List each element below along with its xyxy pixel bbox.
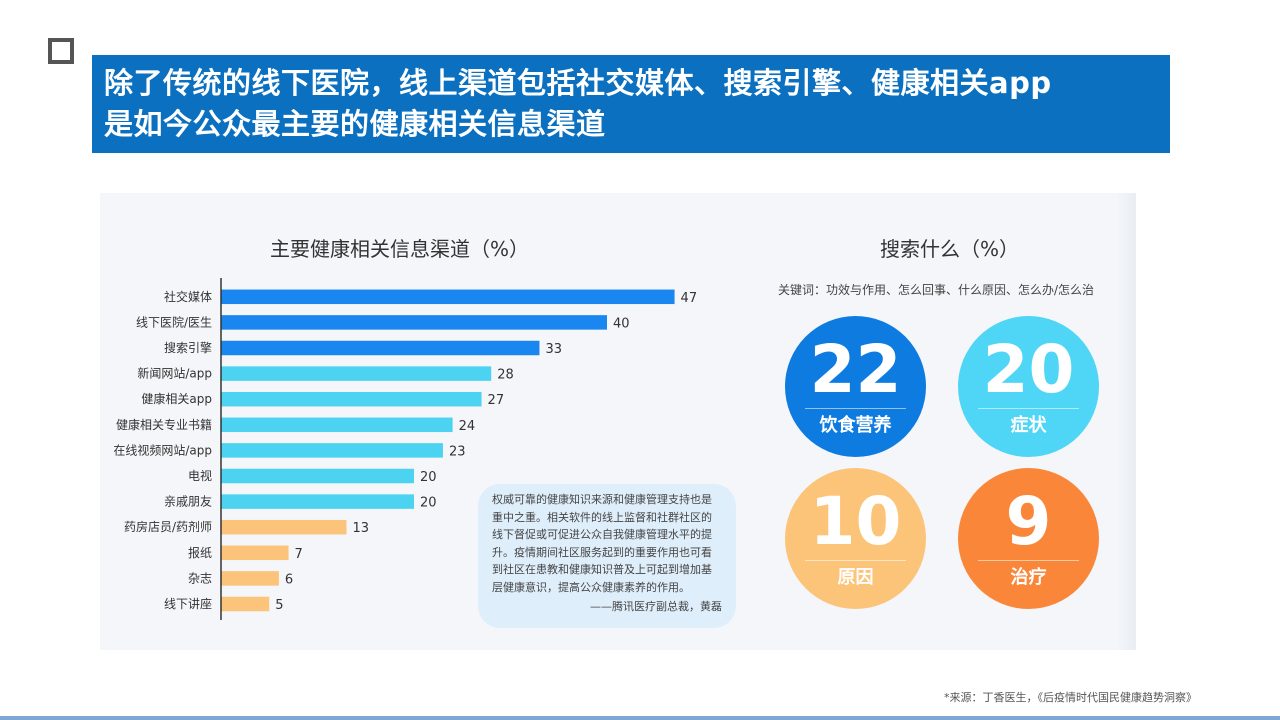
category-label: 搜索引擎 xyxy=(164,340,212,355)
circle-divider xyxy=(805,408,906,409)
bar xyxy=(221,315,607,330)
circle-diet-nutrition: 22 饮食营养 xyxy=(785,316,926,457)
category-label: 电视 xyxy=(188,468,212,483)
title-banner: 除了传统的线下医院，线上渠道包括社交媒体、搜索引擎、健康相关app 是如今公众最… xyxy=(92,55,1170,153)
category-label: 亲戚朋友 xyxy=(164,495,212,509)
value-label: 33 xyxy=(545,342,562,357)
bottom-rule xyxy=(0,716,1280,720)
bar xyxy=(221,443,443,458)
bar xyxy=(221,494,414,509)
chart-title: 主要健康相关信息渠道（%） xyxy=(270,237,530,261)
value-label: 6 xyxy=(285,572,293,587)
category-label: 新闻网站/app xyxy=(137,366,212,381)
category-label: 社交媒体 xyxy=(164,289,212,304)
circle-causes: 10 原因 xyxy=(785,468,926,609)
quote-box: 权威可靠的健康知识来源和健康管理支持也是重中之重。相关软件的线上监督和社群社区的… xyxy=(478,484,736,628)
bar xyxy=(221,417,453,433)
bar xyxy=(221,571,279,586)
value-label: 5 xyxy=(275,598,283,613)
bar xyxy=(221,468,414,484)
quote-attribution: ——腾讯医疗副总裁，黄磊 xyxy=(590,599,722,613)
value-label: 28 xyxy=(497,368,514,383)
circle-treatment: 9 治疗 xyxy=(958,468,1099,609)
circle-value: 10 xyxy=(809,483,902,560)
circle-divider xyxy=(978,560,1079,561)
panel-shadow xyxy=(1116,193,1136,650)
category-label: 线下讲座 xyxy=(164,596,212,611)
value-label: 40 xyxy=(613,316,630,331)
category-label: 健康相关app xyxy=(141,391,212,406)
category-label: 线下医院/医生 xyxy=(136,315,212,329)
bar xyxy=(221,545,289,561)
bar xyxy=(221,289,675,305)
bar xyxy=(221,596,270,612)
bar xyxy=(221,366,492,381)
title-line-2: 是如今公众最主要的健康相关信息渠道 xyxy=(104,107,606,141)
title-line-1: 除了传统的线下医院，线上渠道包括社交媒体、搜索引擎、健康相关app xyxy=(104,66,1052,100)
value-label: 7 xyxy=(295,547,303,562)
circle-value: 22 xyxy=(809,331,902,408)
circle-value: 9 xyxy=(1005,483,1052,560)
bar xyxy=(221,340,540,356)
circle-divider xyxy=(978,408,1079,409)
circle-divider xyxy=(805,560,906,561)
category-label: 在线视频网站/app xyxy=(113,442,212,457)
search-title: 搜索什么（%） xyxy=(880,237,1020,261)
category-label: 健康相关专业书籍 xyxy=(116,417,212,432)
search-keywords: 关键词：功效与作用、怎么回事、什么原因、怎么办/怎么治 xyxy=(778,283,1095,297)
bar xyxy=(221,519,347,535)
circle-symptoms: 20 症状 xyxy=(958,316,1099,457)
circle-label: 症状 xyxy=(1010,415,1047,436)
circle-label: 原因 xyxy=(837,567,874,588)
quote-text: 权威可靠的健康知识来源和健康管理支持也是重中之重。相关软件的线上监督和社群社区的… xyxy=(492,493,712,594)
value-label: 27 xyxy=(488,393,505,408)
circle-label: 治疗 xyxy=(1010,567,1047,588)
source-note: *来源：丁香医生，《后疫情时代国民健康趋势洞察》 xyxy=(944,691,1197,704)
value-label: 23 xyxy=(449,444,466,459)
circle-value: 20 xyxy=(982,331,1075,408)
category-label: 报纸 xyxy=(188,545,212,560)
bar xyxy=(221,391,482,407)
value-label: 47 xyxy=(681,291,698,306)
circle-label: 饮食营养 xyxy=(819,415,892,436)
category-label: 药房店员/药剂师 xyxy=(124,519,212,534)
value-label: 20 xyxy=(420,470,437,485)
corner-square-icon xyxy=(48,38,74,64)
value-label: 20 xyxy=(420,496,437,511)
category-label: 杂志 xyxy=(188,571,212,585)
channels-bar-chart: 社交媒体 47 线下医院/医生 40 搜索引擎 33 新闻网站/app 28 健康相关app 27… xyxy=(113,278,698,620)
value-label: 13 xyxy=(352,521,369,536)
value-label: 24 xyxy=(459,419,476,434)
